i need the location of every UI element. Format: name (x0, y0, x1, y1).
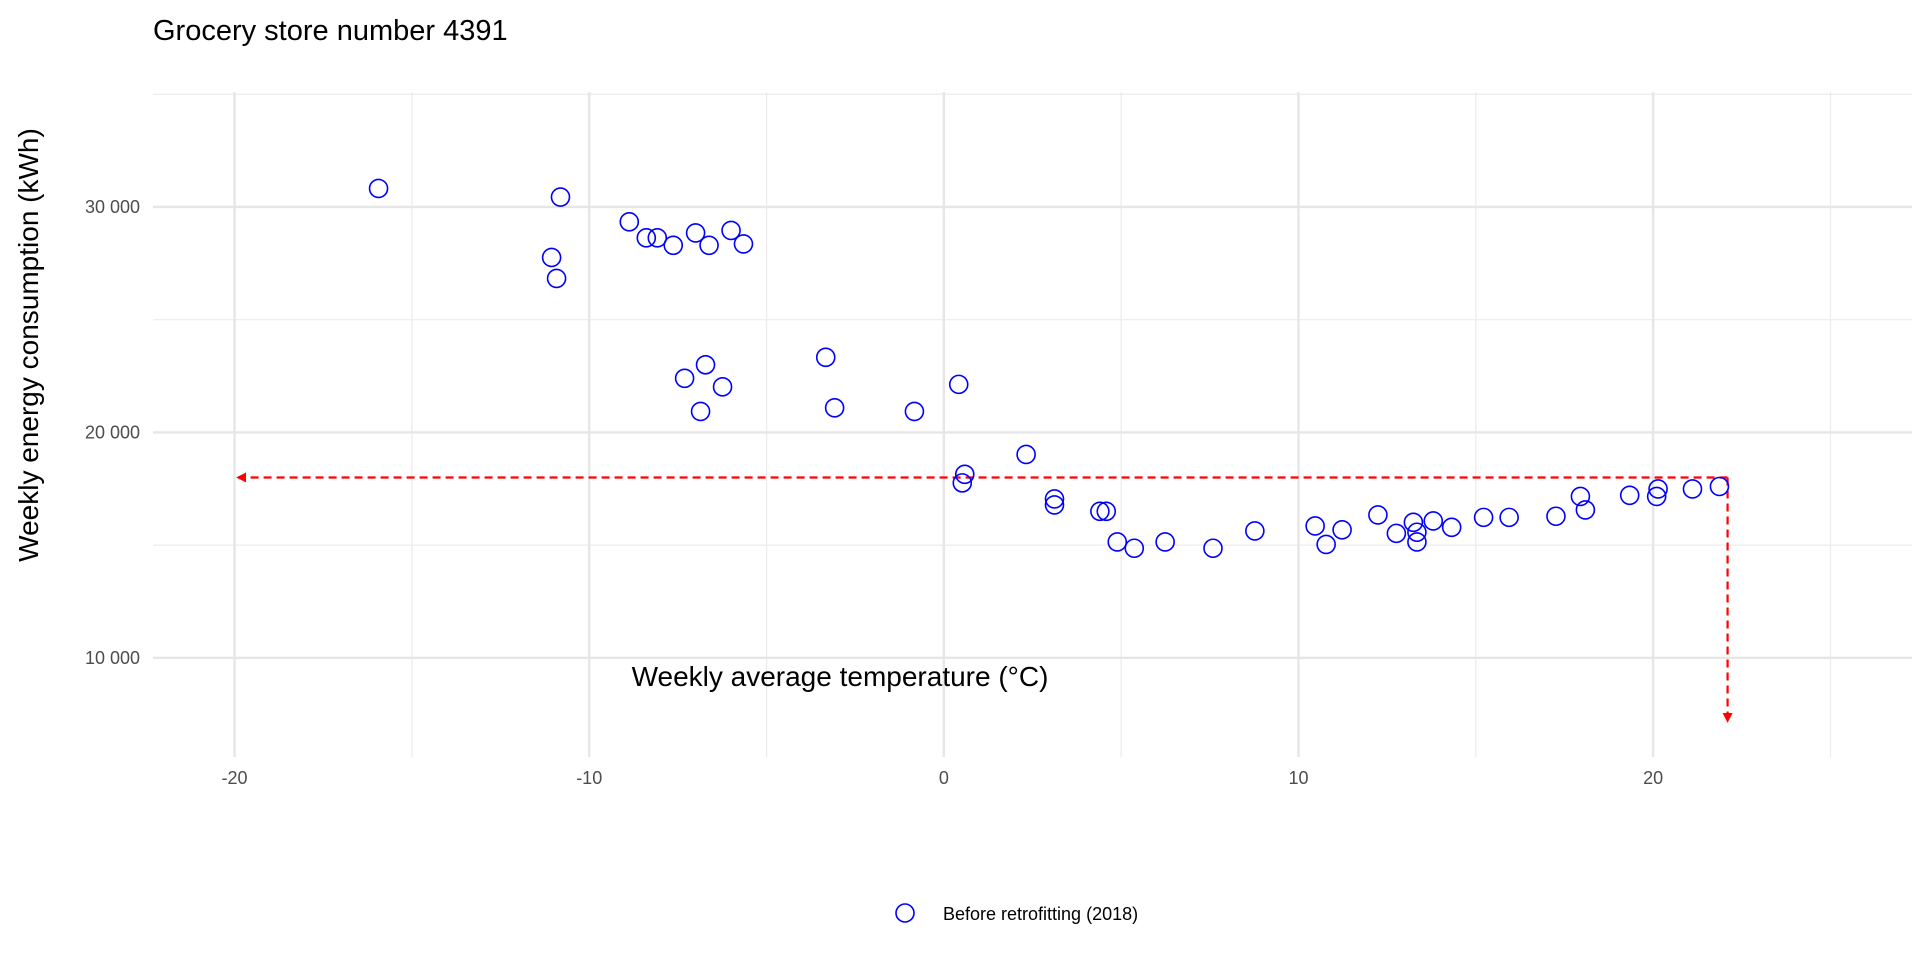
x-axis-title: Weekly average temperature (°C) (632, 661, 1049, 692)
tick-labels: -20 -10 0 10 20 10 000 20 000 30 000 (85, 197, 1663, 788)
data-point (685, 223, 706, 243)
data-point (1386, 523, 1407, 544)
data-point (1090, 501, 1110, 522)
data-point (1473, 507, 1494, 528)
data-point (1570, 486, 1591, 507)
data-point (1648, 479, 1668, 499)
annotations (236, 472, 1733, 723)
x-tick-label: -10 (576, 768, 602, 788)
data-point (904, 401, 925, 422)
data-point (690, 401, 711, 422)
data-point (1332, 519, 1352, 540)
data-point (1709, 476, 1730, 497)
x-tick-label: 0 (939, 768, 949, 788)
data-point (368, 178, 389, 199)
data-point (550, 187, 571, 207)
data-point (663, 235, 684, 256)
y-axis-title: Weekly energy consumption (kWh) (13, 128, 44, 562)
data-point (699, 235, 719, 256)
y-tick-label: 20 000 (85, 422, 140, 442)
data-point (1096, 501, 1117, 522)
legend-label: Before retrofitting (2018) (943, 904, 1138, 924)
data-point (954, 464, 975, 485)
data-point (1619, 485, 1640, 506)
grid (153, 92, 1912, 757)
data-point (1316, 534, 1336, 555)
data-point (546, 268, 567, 289)
x-tick-label: 10 (1288, 768, 1308, 788)
data-point (721, 220, 741, 241)
data-point (1155, 532, 1175, 552)
legend: Before retrofitting (2018) (895, 903, 1138, 924)
data-point (1441, 517, 1462, 538)
data-point (1305, 516, 1325, 536)
data-point (1044, 495, 1065, 515)
data-point (1575, 500, 1596, 520)
data-point (712, 377, 733, 397)
data-point (647, 228, 668, 248)
data-point (619, 212, 640, 232)
data-point (1407, 522, 1427, 543)
data-point (948, 374, 969, 395)
data-point (1124, 538, 1145, 559)
data-point (1646, 486, 1667, 507)
x-tick-label: 20 (1643, 768, 1663, 788)
data-point (1423, 511, 1444, 531)
y-tick-label: 10 000 (85, 648, 140, 668)
data-point (1546, 506, 1566, 527)
chart-title: Grocery store number 4391 (153, 15, 508, 47)
data-point (1682, 479, 1703, 499)
data-point (695, 354, 716, 375)
data-point (1368, 505, 1388, 525)
data-point (1403, 512, 1424, 533)
y-tick-label: 30 000 (85, 197, 140, 217)
data-point (1044, 489, 1065, 509)
x-tick-label: -20 (222, 768, 248, 788)
legend-marker (895, 903, 915, 923)
data-points (368, 178, 1730, 559)
data-point (1016, 444, 1036, 465)
data-point (636, 228, 657, 248)
data-point (1203, 538, 1223, 559)
data-point (824, 398, 845, 418)
data-point (674, 368, 695, 389)
data-point (1407, 532, 1427, 552)
data-point (541, 247, 562, 268)
data-point (1499, 507, 1519, 528)
data-point (1245, 521, 1265, 541)
data-point (952, 473, 973, 493)
data-point (815, 347, 836, 368)
data-point (733, 234, 754, 254)
data-point (1107, 532, 1128, 552)
